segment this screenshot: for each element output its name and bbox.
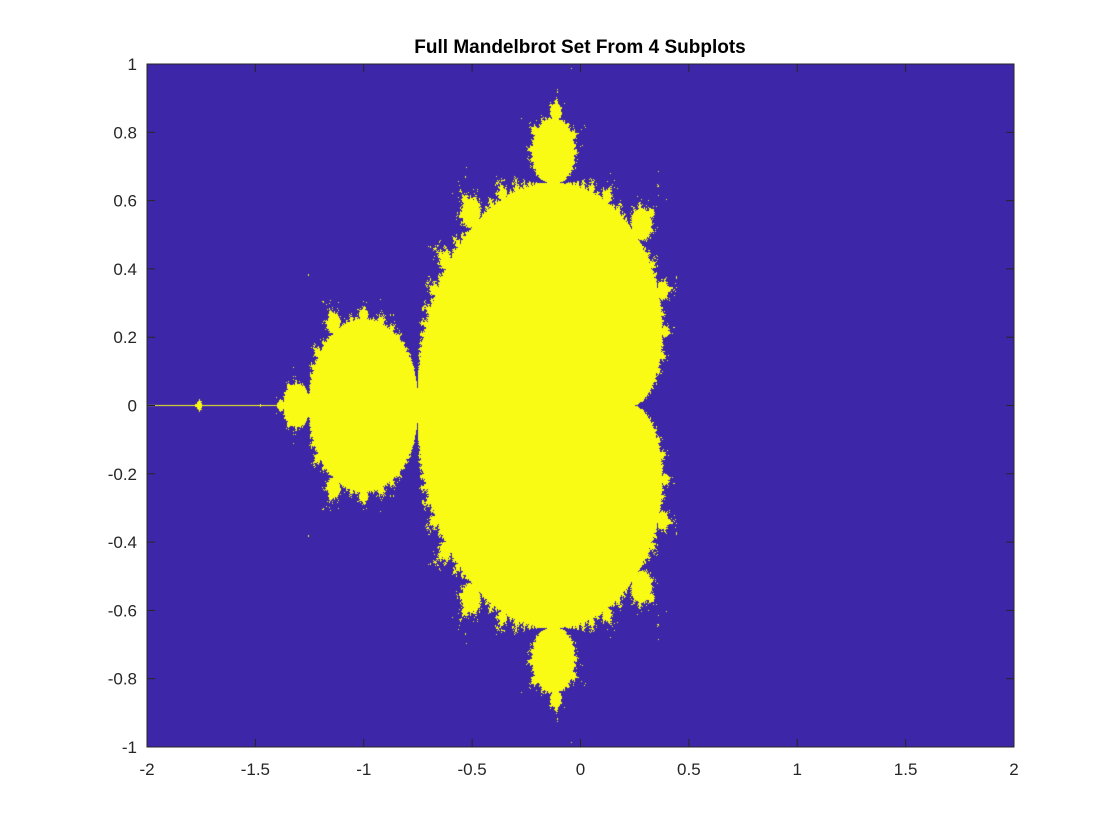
y-tick-label: 0	[128, 397, 137, 416]
y-tick-label: 0.2	[113, 328, 137, 347]
x-tick-label: 1	[793, 760, 802, 779]
y-tick-label: -0.4	[108, 533, 137, 552]
x-tick-label: 0	[576, 760, 585, 779]
y-tick-label: 1	[128, 55, 137, 74]
y-tick-label: 0.6	[113, 192, 137, 211]
x-axis: -2 -1.5 -1 -0.5 0 0.5 1 1.5 2	[139, 64, 1019, 779]
x-tick-label: 0.5	[677, 760, 701, 779]
chart-title: Full Mandelbrot Set From 4 Subplots	[414, 37, 745, 58]
x-tick-label: 1.5	[894, 760, 918, 779]
y-tick-label: 0.8	[113, 123, 137, 142]
x-tick-label: -1.5	[241, 760, 270, 779]
y-tick-label: -1	[122, 738, 137, 757]
x-tick-label: -2	[139, 760, 154, 779]
y-axis: -1 -0.8 -0.6 -0.4 -0.2 0 0.2 0.4 0.6 0.8 1	[108, 55, 1014, 757]
x-tick-label: -1	[356, 760, 371, 779]
x-tick-label: -0.5	[457, 760, 486, 779]
mandelbrot-heatmap	[147, 64, 1014, 747]
plot-area	[147, 64, 1014, 747]
y-tick-label: 0.4	[113, 260, 137, 279]
y-tick-label: -0.6	[108, 601, 137, 620]
x-tick-label: 2	[1009, 760, 1018, 779]
y-tick-label: -0.2	[108, 465, 137, 484]
y-tick-label: -0.8	[108, 670, 137, 689]
